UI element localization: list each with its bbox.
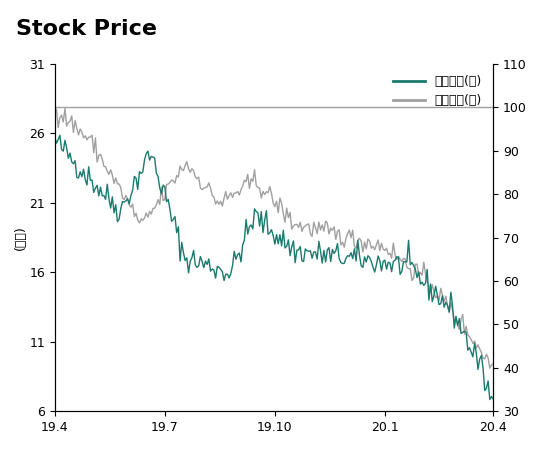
- Legend: 현대상사(좌), 상대지수(우): 현대상사(좌), 상대지수(우): [389, 70, 487, 112]
- Text: Stock Price: Stock Price: [16, 19, 157, 39]
- Y-axis label: (천원): (천원): [14, 225, 26, 250]
